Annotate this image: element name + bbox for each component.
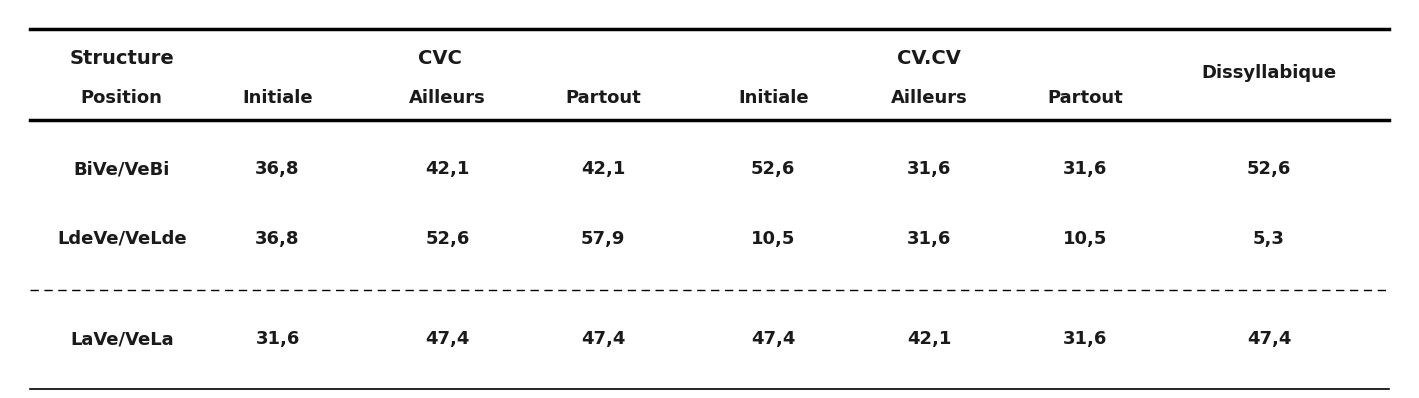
Text: 47,4: 47,4: [751, 330, 796, 348]
Text: BiVe/VeBi: BiVe/VeBi: [74, 160, 170, 178]
Text: 5,3: 5,3: [1253, 230, 1284, 248]
Text: 31,6: 31,6: [1063, 160, 1107, 178]
Text: 36,8: 36,8: [255, 230, 299, 248]
Text: 52,6: 52,6: [426, 230, 470, 248]
Text: 10,5: 10,5: [751, 230, 796, 248]
Text: Dissyllabique: Dissyllabique: [1202, 64, 1337, 82]
Text: Initiale: Initiale: [243, 89, 312, 107]
Text: 42,1: 42,1: [582, 160, 626, 178]
Text: 36,8: 36,8: [255, 160, 299, 178]
Text: 10,5: 10,5: [1063, 230, 1107, 248]
Text: 31,6: 31,6: [1063, 330, 1107, 348]
Text: Structure: Structure: [70, 49, 175, 68]
Text: Position: Position: [81, 89, 163, 107]
Text: CV.CV: CV.CV: [897, 49, 961, 68]
Text: 31,6: 31,6: [255, 330, 299, 348]
Text: 42,1: 42,1: [907, 330, 951, 348]
Text: LaVe/VeLa: LaVe/VeLa: [70, 330, 173, 348]
Text: 42,1: 42,1: [426, 160, 470, 178]
Text: 31,6: 31,6: [907, 160, 951, 178]
Text: Initiale: Initiale: [738, 89, 809, 107]
Text: Ailleurs: Ailleurs: [409, 89, 485, 107]
Text: Ailleurs: Ailleurs: [891, 89, 968, 107]
Text: Partout: Partout: [565, 89, 641, 107]
Text: CVC: CVC: [419, 49, 463, 68]
Text: 47,4: 47,4: [426, 330, 470, 348]
Text: 52,6: 52,6: [1247, 160, 1291, 178]
Text: LdeVe/VeLde: LdeVe/VeLde: [57, 230, 186, 248]
Text: 57,9: 57,9: [582, 230, 626, 248]
Text: 47,4: 47,4: [1247, 330, 1291, 348]
Text: 52,6: 52,6: [751, 160, 796, 178]
Text: 47,4: 47,4: [582, 330, 626, 348]
Text: Partout: Partout: [1047, 89, 1122, 107]
Text: 31,6: 31,6: [907, 230, 951, 248]
